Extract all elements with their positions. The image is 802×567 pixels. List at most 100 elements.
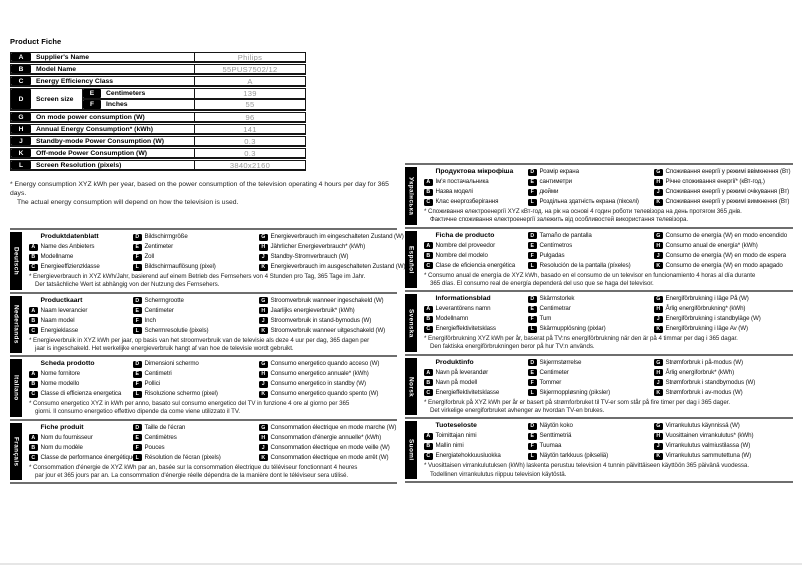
entry-label: Virrankulutus sammutettuna (W) xyxy=(665,452,752,460)
spec-entry: F Tum xyxy=(528,314,654,324)
key-badge: C xyxy=(29,390,38,398)
section-footnote: * Energieverbrauch in XYZ kWh/Jahr, basi… xyxy=(29,273,397,290)
key-badge: A xyxy=(424,369,433,377)
spec-entry: A Name des Anbieters xyxy=(29,242,133,252)
key-badge: G xyxy=(259,424,268,432)
key-badge: B xyxy=(11,65,31,73)
spec-entry: J Energiförbrukning i standbyläge (W) xyxy=(654,314,793,324)
entry-label: Skjermstørrelse xyxy=(539,358,582,366)
language-section: Svenska Informationsblad A Leverantörens na… xyxy=(405,292,793,356)
spec-entry: B Navn på modell xyxy=(424,378,528,388)
key-badge: K xyxy=(654,262,663,270)
section-title: Tuoteseloste xyxy=(435,422,477,430)
key-badge: L xyxy=(133,390,142,398)
footnote-line1: * Vuosittaisen virrankulutuksen (kWh) la… xyxy=(424,462,749,470)
language-bar: Svenska xyxy=(405,294,417,352)
language-section: Suomi Tuoteseloste A Toimittajan nimi B Malli… xyxy=(405,419,793,483)
language-name: Italiano xyxy=(12,375,20,401)
section-footnote: * Energieverbruik in XYZ kWh per jaar, o… xyxy=(29,337,397,354)
spec-entry: J Strømforbruk i standbymodus (W) xyxy=(654,378,793,388)
spec-entry: G Споживання енергії у режимі ввімкнення … xyxy=(654,167,793,177)
entry-label: Centimetrar xyxy=(539,305,571,313)
section-col-3: G Consumo de energía (W) en modo encendid… xyxy=(654,231,793,271)
entry-label: Zentimeter xyxy=(144,243,174,250)
key-badge: G xyxy=(11,113,31,121)
spec-entry: A Nom du fournisseur xyxy=(29,433,133,443)
key-badge: C xyxy=(11,77,31,85)
entry-label: Modellname xyxy=(40,253,74,260)
row-label: Screen size xyxy=(36,95,74,103)
key-badge: A xyxy=(424,305,433,313)
entry-label: Centímetros xyxy=(539,241,573,249)
language-bar: Nederlands xyxy=(10,295,22,354)
entry-label: Consumo energetico quando acceso (W) xyxy=(270,360,380,368)
key-badge: D xyxy=(528,359,537,367)
key-badge: K xyxy=(654,452,663,460)
spec-entry: L Schermresolutie (pixels) xyxy=(133,326,259,336)
entry-label: Розмір екрана xyxy=(539,168,580,175)
entry-label: Energieffektivitetsklass xyxy=(435,325,497,333)
language-bar: Українська xyxy=(405,167,417,225)
key-badge: E xyxy=(83,89,101,98)
entry-label: Jaarlijks energieverbruik* (kWh) xyxy=(270,306,355,314)
spec-entry: L Skjermoppløsning (piksler) xyxy=(528,388,654,398)
entry-label: Energieverbrauch im eingeschalteten Zust… xyxy=(270,233,404,240)
entry-label: Energieffektivitetsklasse xyxy=(435,388,500,396)
row-value: 141 xyxy=(194,125,305,134)
key-badge: E xyxy=(133,243,142,251)
spec-entry: K Stroomverbruik wanneer uitgeschakeld (W… xyxy=(259,326,397,336)
section-title: Produktinfo xyxy=(435,358,474,366)
key-badge: A xyxy=(424,432,433,440)
entry-label: Schermgrootte xyxy=(144,296,184,304)
key-badge: F xyxy=(133,253,142,261)
entry-label: Naam leverancier xyxy=(40,306,88,314)
spec-entry: F Pulgadas xyxy=(528,251,654,261)
key-badge: J xyxy=(259,253,268,261)
language-section: Español Ficha de producto A Nombre del prov… xyxy=(405,229,793,293)
spec-entry: B Modellname xyxy=(29,252,133,262)
entry-label: Inch xyxy=(144,316,156,324)
entry-label: Näytön tarkkuus (pikseliä) xyxy=(539,452,609,460)
table-row: C Energy Efficiency Class A xyxy=(10,76,306,87)
spec-entry: H Jährlicher Energieverbrauch* (kWh) xyxy=(259,242,397,252)
section-col-3: G Stroomverbruik wanneer ingeschakeld (W)… xyxy=(259,296,397,336)
spec-entry: C Classe di efficienza energetica xyxy=(29,389,133,399)
spec-entry: D Tamaño de pantalla xyxy=(528,231,654,241)
footnote-line1: * Consumo anual de energía de XYZ kWh, b… xyxy=(424,271,756,279)
spec-entry: E Centímetros xyxy=(528,241,654,251)
spec-entry: E Senttimetriä xyxy=(528,431,654,441)
key-badge: B xyxy=(424,442,433,450)
section-col-3: G Virrankulutus käynnissä (W) H Vuosittaine… xyxy=(654,421,793,461)
entry-label: Tommer xyxy=(539,378,562,386)
key-badge: C xyxy=(424,389,433,397)
entry-label: Consumo de energía (W) en modo apagado xyxy=(665,261,783,269)
entry-label: Pouces xyxy=(144,443,165,451)
entry-label: Strømforbruk i av-modus (W) xyxy=(665,388,743,396)
spec-entry: J Stroomverbruik in stand-bymodus (W) xyxy=(259,316,397,326)
key-badge: C xyxy=(29,263,38,271)
spec-entry: A Toimittajan nimi xyxy=(424,431,528,441)
footnote-line2: Den faktiska energiförbrukningen beror p… xyxy=(430,343,595,351)
spec-entry: D Schermgrootte xyxy=(133,296,259,306)
entry-label: Nom du modèle xyxy=(40,443,83,451)
table-row: J Standby-mode Power Consumption (W) 0.3 xyxy=(10,136,306,147)
spec-entry: E Centimeter xyxy=(133,306,259,316)
key-badge: K xyxy=(259,390,268,398)
table-subrow: E Centimeters 139 xyxy=(83,89,305,98)
entry-label: Stroomverbruik wanneer ingeschakeld (W) xyxy=(270,296,384,304)
key-badge: B xyxy=(424,188,433,196)
section-body: Informationsblad A Leverantörens namn B Mode… xyxy=(417,294,793,352)
key-badge: H xyxy=(654,178,663,186)
spec-entry: B Назва моделі xyxy=(424,187,528,197)
spec-entry: D Taille de l'écran xyxy=(133,423,259,433)
language-bar: Italiano xyxy=(10,359,22,417)
key-badge: B xyxy=(424,252,433,260)
footnote-line1: * Energieverbrauch in XYZ kWh/Jahr, basi… xyxy=(29,273,366,280)
entry-label: Pulgadas xyxy=(539,251,565,259)
spec-entry: F Pouces xyxy=(133,443,259,453)
entry-label: Clase de eficiencia energética xyxy=(435,261,516,269)
entry-label: Nombre del modelo xyxy=(435,251,488,259)
entry-label: Resolución de la pantalla (píxeles) xyxy=(539,261,631,269)
spec-entry: B Nome modello xyxy=(29,379,133,389)
